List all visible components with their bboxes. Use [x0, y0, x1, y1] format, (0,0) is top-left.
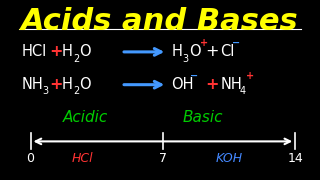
Text: OH: OH: [172, 77, 194, 92]
Text: H: H: [62, 77, 73, 92]
Text: 0: 0: [27, 152, 35, 165]
Text: −: −: [190, 71, 198, 81]
Text: HCl: HCl: [22, 44, 47, 59]
Text: +: +: [246, 71, 254, 81]
Text: Acids and Bases: Acids and Bases: [21, 7, 299, 36]
Text: +: +: [200, 38, 208, 48]
Text: +: +: [49, 44, 63, 59]
Text: 7: 7: [159, 152, 167, 165]
Text: 3: 3: [42, 86, 48, 96]
Text: 4: 4: [240, 86, 246, 96]
Text: +: +: [205, 44, 219, 59]
Text: HCl: HCl: [72, 152, 93, 165]
Text: 2: 2: [73, 86, 79, 96]
Text: Cl: Cl: [220, 44, 235, 59]
Text: Acidic: Acidic: [63, 110, 108, 125]
Text: NH: NH: [22, 77, 44, 92]
Text: H: H: [62, 44, 73, 59]
Text: 14: 14: [287, 152, 303, 165]
Text: NH: NH: [220, 77, 242, 92]
Text: +: +: [49, 77, 63, 92]
Text: O: O: [189, 44, 200, 59]
Text: H: H: [172, 44, 182, 59]
Text: +: +: [205, 77, 219, 92]
Text: −: −: [232, 38, 241, 48]
Text: O: O: [79, 77, 91, 92]
Text: 2: 2: [73, 54, 79, 64]
Text: 3: 3: [182, 54, 188, 64]
Text: KOH: KOH: [215, 152, 243, 165]
Text: Basic: Basic: [183, 110, 223, 125]
Text: O: O: [79, 44, 91, 59]
